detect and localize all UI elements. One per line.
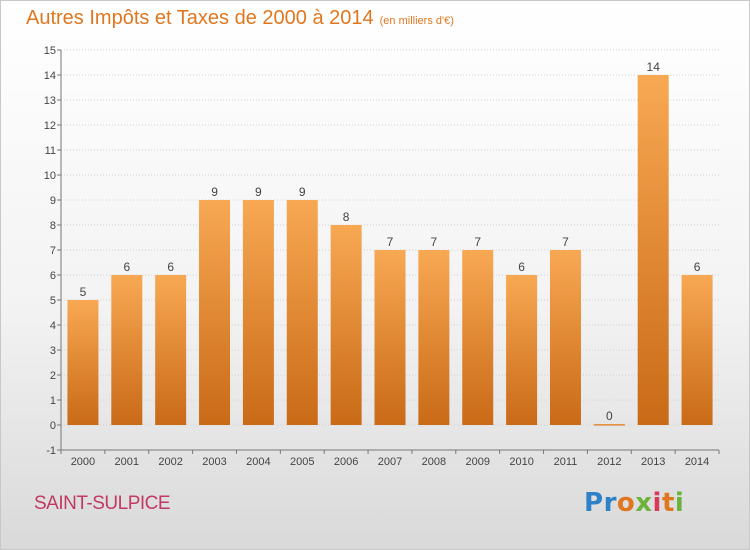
bar-2003 xyxy=(199,200,231,425)
bar-value-label: 6 xyxy=(123,260,130,274)
x-tick-label: 2004 xyxy=(246,456,270,468)
bar-2008 xyxy=(418,250,450,425)
x-tick-label: 2000 xyxy=(71,456,95,468)
town-name: SAINT-SULPICE xyxy=(34,493,171,514)
logo-letter: i xyxy=(652,488,662,518)
bar-2004 xyxy=(242,200,274,425)
y-tick-label: 8 xyxy=(50,220,56,232)
x-tick-label: 2001 xyxy=(115,456,139,468)
y-tick-label: 15 xyxy=(44,45,56,57)
bar-value-label: 7 xyxy=(431,235,438,249)
y-tick-label: 9 xyxy=(50,195,56,207)
y-tick-label: 5 xyxy=(50,295,56,307)
y-tick-label: 11 xyxy=(45,145,56,157)
bar-value-label: 6 xyxy=(694,260,701,274)
bar-value-label: 6 xyxy=(167,260,174,274)
y-tick-label: 13 xyxy=(44,95,56,107)
bar-2010 xyxy=(506,275,538,425)
logo-letter: i xyxy=(674,488,685,518)
y-tick-label: 12 xyxy=(44,120,56,132)
bar-value-label: 9 xyxy=(255,185,262,199)
x-tick-label: 2005 xyxy=(290,456,314,468)
chart-unit: (en milliers d'€) xyxy=(379,15,454,27)
chart-title-text: Autres Impôts et Taxes de 2000 à 2014 xyxy=(26,7,374,29)
y-tick-label: 14 xyxy=(44,70,56,82)
x-tick-label: 2009 xyxy=(465,456,489,468)
x-tick-label: 2003 xyxy=(202,456,226,468)
y-tick-label: 7 xyxy=(50,245,56,257)
y-tick-label: -1 xyxy=(46,445,56,457)
x-tick-label: 2007 xyxy=(378,456,402,468)
bar-value-label: 14 xyxy=(647,60,661,74)
x-tick-label: 2008 xyxy=(422,456,446,468)
x-tick-label: 2013 xyxy=(641,456,665,468)
bar-value-label: 9 xyxy=(211,185,218,199)
y-tick-label: 6 xyxy=(50,270,56,282)
x-tick-label: 2010 xyxy=(509,456,533,468)
chart-title: Autres Impôts et Taxes de 2000 à 2014 (en… xyxy=(26,7,454,30)
bar-2000 xyxy=(67,300,99,425)
bar-2013 xyxy=(637,75,669,425)
y-tick-label: 2 xyxy=(50,370,56,382)
logo-letter: x xyxy=(635,488,653,518)
bar-2007 xyxy=(374,250,406,425)
bar-value-label: 7 xyxy=(474,235,481,249)
bar-value-label: 7 xyxy=(562,235,569,249)
bar-2006 xyxy=(330,225,362,425)
proxiti-logo: Proxiti xyxy=(584,488,684,518)
bar-value-label: 0 xyxy=(606,409,613,423)
bar-2005 xyxy=(286,200,318,425)
bar-2009 xyxy=(462,250,494,425)
bar-value-label: 8 xyxy=(343,210,350,224)
x-tick-label: 2002 xyxy=(158,456,182,468)
bar-2002 xyxy=(155,275,187,425)
y-tick-label: 4 xyxy=(50,320,56,332)
y-tick-label: 3 xyxy=(50,345,56,357)
logo-letter: o xyxy=(616,488,636,518)
logo-letter: t xyxy=(661,488,675,518)
bar-value-label: 9 xyxy=(299,185,306,199)
x-tick-label: 2006 xyxy=(334,456,358,468)
y-tick-label: 0 xyxy=(50,420,56,432)
bar-2011 xyxy=(549,250,581,425)
bar-2012 xyxy=(593,424,625,426)
bar-value-label: 7 xyxy=(387,235,394,249)
x-tick-label: 2012 xyxy=(597,456,621,468)
y-tick-label: 10 xyxy=(44,170,56,182)
bar-value-label: 6 xyxy=(518,260,525,274)
x-tick-label: 2014 xyxy=(685,456,709,468)
logo-letter: P xyxy=(584,488,604,518)
y-tick-label: 1 xyxy=(50,395,56,407)
x-tick-label: 2011 xyxy=(554,456,578,468)
logo-letter: r xyxy=(603,488,617,518)
bar-value-label: 5 xyxy=(80,285,87,299)
bar-2014 xyxy=(681,275,713,425)
bar-2001 xyxy=(111,275,143,425)
